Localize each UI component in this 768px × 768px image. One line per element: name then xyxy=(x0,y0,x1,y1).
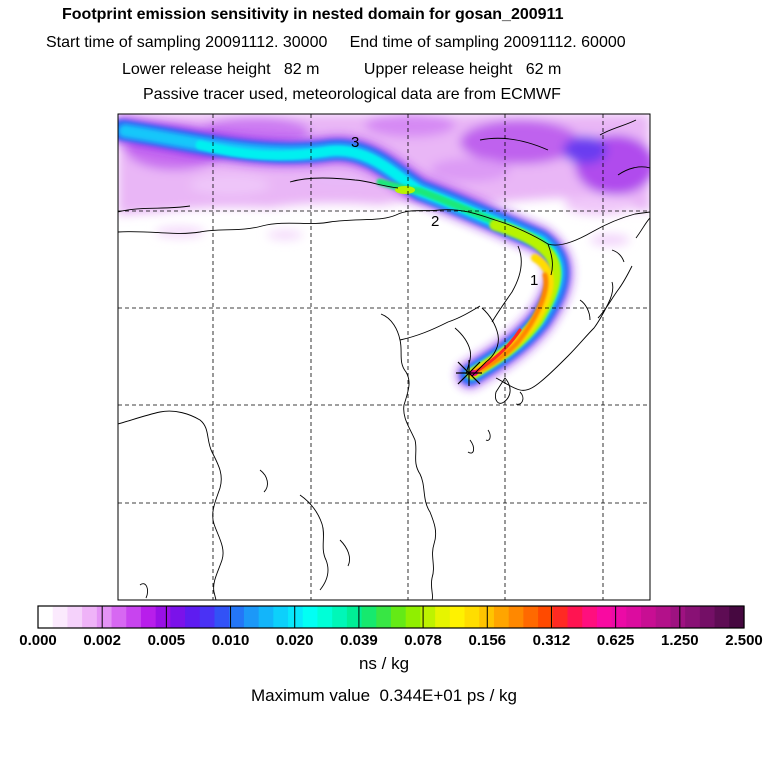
colorbar-tick-label: 0.625 xyxy=(596,632,635,649)
colorbar-swatch xyxy=(243,606,260,628)
colorbar-swatch xyxy=(38,606,54,628)
colorbar-swatch xyxy=(258,606,274,628)
colorbar-swatch xyxy=(596,606,613,628)
colorbar-swatch xyxy=(699,606,716,628)
colorbar-swatch xyxy=(288,606,304,628)
colorbar-swatch xyxy=(214,606,230,628)
colorbar-swatch xyxy=(111,606,127,628)
colorbar-swatch xyxy=(420,606,436,628)
map-frame xyxy=(117,113,651,601)
colorbar-swatch xyxy=(626,606,642,628)
colorbar-swatch xyxy=(346,606,363,628)
colorbar-swatch xyxy=(611,606,627,628)
colorbar-swatch xyxy=(567,606,583,628)
colorbar-tick-label: 1.250 xyxy=(661,632,699,649)
colorbar-swatch xyxy=(435,606,451,628)
colorbar-swatch xyxy=(302,606,319,628)
colorbar-swatch xyxy=(405,606,422,628)
colorbar-swatch xyxy=(729,606,745,628)
colorbar-swatch xyxy=(155,606,171,628)
colorbar-swatch xyxy=(391,606,407,628)
colorbar-swatch xyxy=(67,606,83,628)
colorbar-tick-label: 0.312 xyxy=(532,632,571,649)
colorbar-frame xyxy=(37,605,745,629)
colorbar-swatch xyxy=(126,606,142,628)
colorbar-swatch xyxy=(685,606,701,628)
release-site-marker xyxy=(456,360,482,386)
trajectory-label-2: 2 xyxy=(431,213,439,230)
colorbar-swatch xyxy=(670,606,686,628)
graticule xyxy=(118,114,650,600)
colorbar-swatch xyxy=(641,606,657,628)
trajectory-label-3: 3 xyxy=(351,134,359,151)
trajectory-label-1: 1 xyxy=(530,272,538,289)
colorbar-tick-label: 0.039 xyxy=(340,632,378,649)
colorbar-swatch xyxy=(273,606,289,628)
colorbar-swatch xyxy=(552,606,569,628)
emission-plume xyxy=(118,117,572,388)
colorbar-swatch xyxy=(170,606,186,628)
release-height-line: Lower release height 82 m Upper release … xyxy=(122,61,562,78)
sampling-time-line: Start time of sampling 20091112. 30000 E… xyxy=(46,34,626,51)
colorbar-tick-label: 0.020 xyxy=(275,632,314,649)
colorbar-swatch xyxy=(508,606,524,628)
coastlines xyxy=(118,119,650,600)
colorbar-tick-label: 0.078 xyxy=(404,632,442,649)
colorbar-tick-label: 0.000 xyxy=(19,632,57,649)
colorbar-swatch xyxy=(493,606,510,628)
colorbar-swatch xyxy=(523,606,539,628)
colorbar-swatch xyxy=(464,606,480,628)
colorbar-swatch xyxy=(538,606,554,628)
colorbar-swatch xyxy=(140,606,157,628)
colorbar xyxy=(37,606,745,628)
colorbar-tick-label: 0.005 xyxy=(147,632,186,649)
colorbar-swatch xyxy=(82,606,98,628)
colorbar-swatch xyxy=(185,606,201,628)
colorbar-swatch xyxy=(376,606,392,628)
plot-title: Footprint emission sensitivity in nested… xyxy=(62,6,564,23)
colorbar-swatch xyxy=(96,606,113,628)
colorbar-swatch xyxy=(317,606,333,628)
colorbar-tick-label: 0.156 xyxy=(468,632,507,649)
colorbar-tick-label: 0.010 xyxy=(211,632,250,649)
colorbar-tick-label: 0.002 xyxy=(83,632,121,649)
colorbar-swatch xyxy=(361,606,377,628)
colorbar-swatch xyxy=(449,606,466,628)
colorbar-swatch xyxy=(582,606,598,628)
colorbar-swatch xyxy=(52,606,69,628)
colorbar-tick-label: 2.500 xyxy=(725,632,763,649)
maximum-value-text: Maximum value 0.344E+01 ps / kg xyxy=(251,686,517,705)
colorbar-swatch xyxy=(229,606,245,628)
colorbar-swatch xyxy=(714,606,730,628)
colorbar-swatch xyxy=(655,606,672,628)
colorbar-swatch xyxy=(332,606,348,628)
colorbar-units: ns / kg xyxy=(358,654,410,673)
colorbar-swatch xyxy=(199,606,216,628)
tracer-info-line: Passive tracer used, meteorological data… xyxy=(143,86,561,103)
